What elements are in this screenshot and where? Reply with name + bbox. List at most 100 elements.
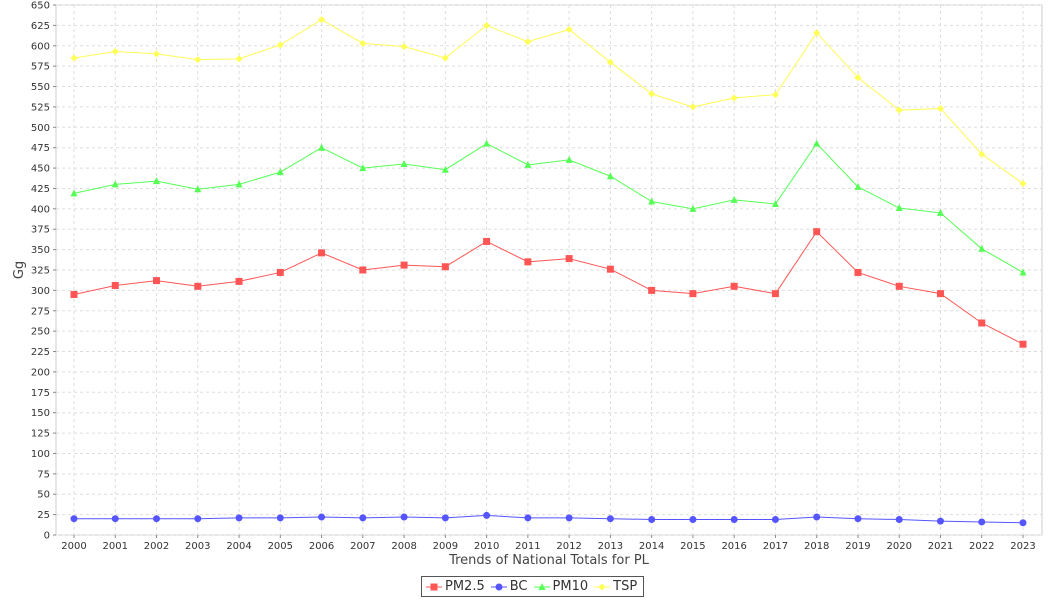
data-point-pm10 — [153, 177, 161, 185]
legend-label: TSP — [613, 579, 638, 594]
x-tick-label: 2002 — [144, 541, 169, 552]
data-point-pm10 — [1019, 268, 1027, 276]
data-point-tsp — [524, 38, 532, 46]
series-line-bc — [74, 514, 1024, 524]
data-point-tsp — [730, 94, 738, 102]
data-point-tsp — [70, 54, 78, 62]
y-tick-label: 325 — [31, 266, 50, 277]
data-point-pm10 — [565, 155, 573, 163]
data-point-tsp — [771, 91, 779, 99]
legend-marker-pm10 — [538, 582, 546, 590]
data-point-pm25 — [936, 290, 944, 298]
data-point-bc — [194, 515, 202, 523]
data-point-pm25 — [276, 268, 284, 276]
data-point-pm10 — [318, 143, 326, 151]
x-tick-label: 2014 — [639, 541, 664, 552]
y-tick-label: 300 — [31, 286, 50, 297]
legend-item-pm10: PM10 — [533, 579, 589, 594]
data-point-tsp — [359, 39, 367, 47]
data-point-pm10 — [854, 182, 862, 190]
x-tick-label: 2012 — [556, 541, 581, 552]
y-tick-label: 175 — [31, 388, 50, 399]
data-point-tsp — [1019, 180, 1027, 188]
y-tick-label: 100 — [31, 449, 50, 460]
data-point-pm25 — [854, 268, 862, 276]
y-tick-label: 650 — [31, 1, 50, 12]
x-tick-label: 2013 — [598, 541, 623, 552]
data-point-pm10 — [689, 204, 697, 212]
y-tick-label: 275 — [31, 306, 50, 317]
legend-swatch-tsp — [594, 583, 611, 590]
data-point-pm25 — [111, 281, 119, 289]
data-point-pm25 — [524, 258, 532, 266]
series-line-pm25 — [73, 230, 1024, 345]
y-tick-label: 225 — [31, 347, 50, 358]
x-tick-label: 2009 — [433, 541, 458, 552]
data-point-tsp — [689, 103, 697, 111]
data-point-pm25 — [978, 319, 986, 327]
data-point-bc — [565, 514, 573, 522]
data-point-pm25 — [1019, 340, 1027, 348]
data-point-pm10 — [111, 180, 119, 188]
legend-marker-pm25 — [430, 583, 438, 590]
data-point-pm10 — [771, 199, 779, 207]
data-point-pm10 — [730, 195, 738, 203]
series-layer — [70, 16, 1027, 527]
legend-swatch-bc — [490, 583, 507, 590]
x-tick-label: 2007 — [350, 541, 375, 552]
series-line-tsp — [73, 19, 1024, 184]
data-point-tsp — [565, 25, 573, 33]
y-tick-label: 575 — [31, 62, 50, 73]
x-tick-label: 2022 — [969, 541, 994, 552]
y-tick-label: 50 — [37, 490, 50, 501]
data-point-bc — [895, 516, 903, 524]
legend-marker-bc — [495, 583, 503, 590]
y-tick-label: 25 — [37, 510, 50, 521]
series-bc — [70, 511, 1027, 527]
y-tick-label: 200 — [31, 367, 50, 378]
y-tick-label: 375 — [31, 225, 50, 236]
data-point-pm10 — [813, 139, 821, 147]
x-tick-label: 2004 — [226, 541, 251, 552]
x-tick-label: 2016 — [721, 541, 746, 552]
series-tsp — [70, 16, 1027, 188]
data-point-tsp — [111, 47, 119, 55]
data-point-pm10 — [648, 197, 656, 205]
series-pm25 — [70, 228, 1027, 348]
y-tick-label: 525 — [31, 102, 50, 113]
data-point-bc — [235, 514, 243, 522]
series-line-pm10 — [73, 142, 1024, 273]
data-point-tsp — [400, 43, 408, 51]
x-tick-label: 2011 — [515, 541, 540, 552]
data-point-tsp — [606, 58, 614, 66]
data-point-pm25 — [153, 277, 161, 285]
x-tick-label: 2005 — [268, 541, 293, 552]
y-tick-label: 425 — [31, 184, 50, 195]
data-point-bc — [70, 515, 78, 523]
legend-label: PM10 — [552, 579, 589, 594]
data-point-pm25 — [813, 228, 821, 236]
data-point-bc — [606, 515, 614, 523]
data-point-bc — [524, 514, 532, 522]
data-point-pm10 — [936, 208, 944, 216]
data-point-tsp — [895, 106, 903, 114]
data-point-pm10 — [978, 244, 986, 252]
data-point-tsp — [194, 56, 202, 64]
data-point-pm25 — [400, 261, 408, 269]
data-point-tsp — [318, 16, 326, 24]
legend-item-pm25: PM2.5 — [426, 579, 485, 594]
data-point-pm25 — [771, 290, 779, 298]
data-point-pm10 — [524, 160, 532, 168]
y-tick-label: 550 — [31, 82, 50, 93]
legend: PM2.5 BC PM10 TSP — [421, 576, 645, 597]
data-point-pm10 — [70, 189, 78, 197]
legend-item-tsp: TSP — [594, 579, 637, 594]
data-point-bc — [771, 516, 779, 524]
y-tick-label: 350 — [31, 245, 50, 256]
y-tick-label: 150 — [31, 408, 50, 419]
data-point-bc — [441, 514, 449, 522]
data-point-pm25 — [318, 249, 326, 257]
data-point-pm10 — [441, 165, 449, 173]
y-tick-label: 0 — [44, 531, 50, 542]
